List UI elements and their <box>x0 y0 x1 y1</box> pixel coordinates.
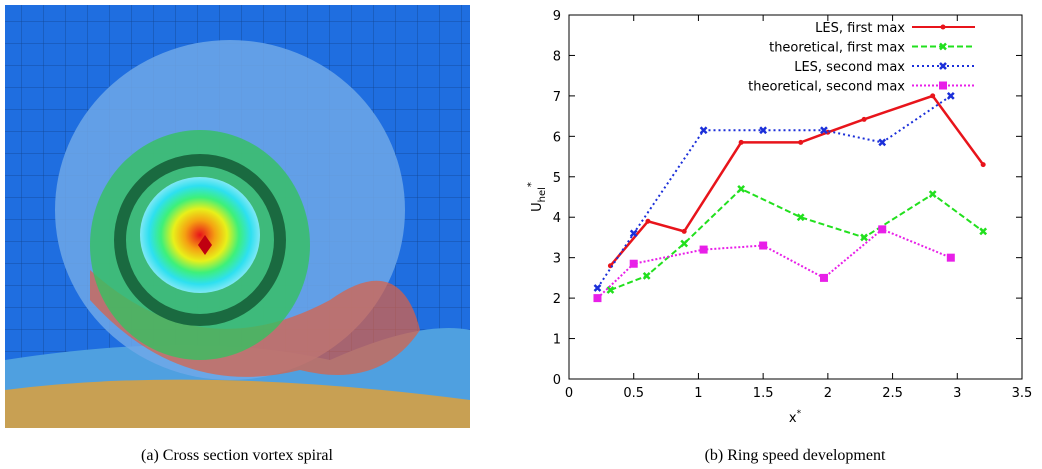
marker <box>681 228 687 234</box>
marker <box>645 218 651 224</box>
marker <box>593 284 602 292</box>
marker <box>680 239 689 248</box>
y-tick-label: 6 <box>553 130 561 145</box>
marker <box>593 294 602 303</box>
marker <box>878 225 887 234</box>
marker <box>759 241 768 250</box>
legend-marker <box>939 81 947 90</box>
y-tick-label: 1 <box>553 333 561 348</box>
marker <box>820 126 828 135</box>
marker <box>946 253 955 262</box>
y-label-base: U <box>530 202 545 212</box>
legend-marker <box>939 42 947 51</box>
y-tick-label: 5 <box>553 171 561 186</box>
x-tick-label: 3.5 <box>1012 386 1033 401</box>
marker <box>606 286 615 294</box>
legend-marker <box>940 24 946 30</box>
plot-frame <box>568 14 1023 380</box>
marker <box>629 229 638 238</box>
marker <box>798 139 804 145</box>
y-tick-label: 0 <box>553 373 561 388</box>
y-tick-label: 3 <box>553 252 561 267</box>
x-tick-label: 1.5 <box>753 386 774 401</box>
caption: (b) Ring speed development <box>705 447 886 464</box>
marker <box>861 116 867 122</box>
series-line <box>596 95 952 289</box>
y-label-sup: * <box>526 182 537 187</box>
marker <box>642 271 651 280</box>
x-tick-label: 1 <box>694 386 702 401</box>
marker <box>980 162 986 168</box>
marker <box>928 190 937 199</box>
marker <box>930 93 936 99</box>
x-tick-label: 3 <box>953 386 961 401</box>
series-line <box>596 228 952 299</box>
marker <box>819 273 828 282</box>
marker <box>738 139 744 145</box>
y-tick-label: 2 <box>553 292 561 307</box>
legend-label: LES, first max <box>815 21 905 36</box>
x-axis-label: x* <box>789 409 802 426</box>
plot: 0 0.5 1 1.5 2 2.5 3 3.5 0 1 2 3 4 5 6 7 8 9 LES, first max… <box>553 9 1033 401</box>
marker <box>699 126 708 135</box>
x-label-base: x <box>789 411 797 426</box>
y-tick-label: 4 <box>553 211 561 226</box>
marker <box>699 245 708 254</box>
caption: (a) Cross section vortex spiral <box>141 447 334 464</box>
legend-label: LES, second max <box>794 60 905 75</box>
y-tick-label: 9 <box>553 9 561 24</box>
marker <box>737 185 746 193</box>
y-axis-label: Uhel* <box>526 182 548 212</box>
series-line <box>610 187 984 291</box>
marker <box>759 126 768 135</box>
marker <box>979 227 988 236</box>
y-label-sub: hel <box>537 187 548 202</box>
x-tick-label: 2.5 <box>882 386 903 401</box>
legend-label: theoretical, second max <box>748 80 905 95</box>
x-label-sup: * <box>797 409 802 419</box>
vortex-image <box>5 5 470 428</box>
marker <box>878 138 887 147</box>
marker <box>629 259 638 268</box>
series-line <box>609 94 985 267</box>
marker <box>860 233 868 242</box>
legend-marker <box>939 62 947 70</box>
legend-label: theoretical, first max <box>769 41 905 56</box>
marker <box>796 213 805 222</box>
marker <box>946 92 955 100</box>
x-tick-label: 0.5 <box>623 386 644 401</box>
x-tick-label: 2 <box>824 386 832 401</box>
x-tick-label: 0 <box>565 386 573 401</box>
y-tick-label: 8 <box>553 49 561 64</box>
y-tick-label: 7 <box>553 90 561 105</box>
